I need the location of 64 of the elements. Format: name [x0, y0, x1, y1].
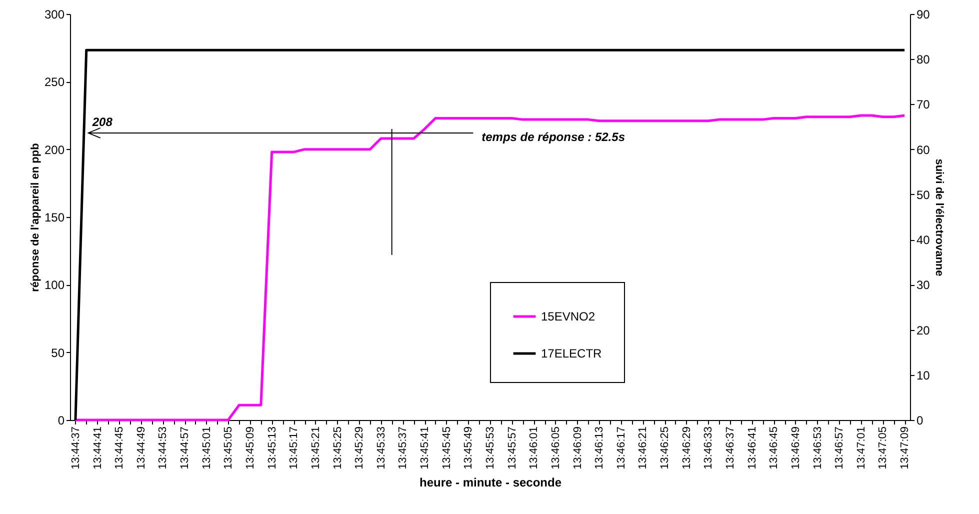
legend-label: 15EVNO2: [541, 309, 596, 324]
y2-tick-label: 20: [916, 323, 930, 338]
x-tick-label: 13:45:57: [506, 426, 518, 470]
y-tick-label: 150: [44, 210, 65, 224]
y-tick-label: 50: [51, 346, 65, 360]
x-tick-label: 13:44:57: [179, 426, 192, 470]
y-tick-label: 250: [44, 75, 65, 90]
x-tick-label: 13:45:17: [288, 426, 300, 470]
x-tick-label: 13:46:41: [746, 426, 758, 470]
x-tick-label: 13:47:05: [877, 426, 890, 470]
line-series: [74, 114, 906, 422]
x-tick-label: 13:46:53: [812, 426, 824, 470]
x-tick-label: 13:45:01: [200, 426, 213, 470]
x-tick-label: 13:45:09: [244, 426, 256, 470]
x-tick-label: 13:45:13: [266, 426, 278, 470]
x-tick-label: 13:46:37: [724, 426, 736, 470]
x-tick-label: 13:45:05: [222, 426, 235, 470]
x-tick-label: 13:46:09: [572, 426, 584, 470]
x-tick-label: 13:46:21: [637, 426, 650, 470]
y-axis-title: réponse de l'appareil en ppb: [29, 142, 42, 292]
x-tick-label: 13:45:45: [440, 426, 453, 470]
x-tick-label: 13:45:49: [462, 426, 475, 470]
y2-tick-label: 10: [916, 368, 930, 382]
x-tick-label: 13:46:49: [790, 426, 802, 470]
x-tick-label: 13:45:53: [484, 426, 496, 470]
x-tick-label: 13:45:33: [375, 426, 388, 470]
x-tick-label: 13:45:25: [332, 426, 344, 470]
x-axis-title: heure - minute - seconde: [419, 475, 562, 490]
y2-tick-label: 30: [916, 278, 930, 292]
x-tick-label: 13:46:17: [615, 426, 628, 470]
annotation: temps de réponse : 52.5s: [482, 130, 626, 144]
x-tick-label: 13:46:05: [550, 426, 562, 470]
x-tick-label: 13:46:25: [659, 426, 672, 470]
x-tick-label: 13:46:01: [528, 426, 540, 470]
x-tick-label: 13:47:01: [855, 426, 868, 470]
y2-tick-label: 80: [916, 52, 930, 67]
x-tick-label: 13:44:53: [157, 426, 170, 470]
legend-label: 17ELECTR: [541, 346, 602, 360]
y2-tick-label: 70: [916, 98, 930, 112]
x-tick-label: 13:44:37: [70, 426, 82, 470]
x-tick-label: 13:46:45: [768, 426, 780, 470]
y-tick-label: 100: [44, 278, 65, 292]
y2-tick-label: 90: [916, 8, 930, 22]
x-tick-label: 13:47:09: [899, 426, 912, 470]
x-tick-label: 13:45:41: [419, 426, 432, 470]
annotation: 208: [91, 114, 113, 129]
y2-tick-label: 0: [916, 414, 924, 428]
y-tick-label: 200: [44, 142, 65, 157]
x-tick-label: 13:46:33: [702, 426, 715, 470]
y-tick-label: 300: [44, 8, 65, 22]
x-tick-label: 13:45:29: [354, 426, 366, 470]
x-tick-label: 13:45:37: [397, 426, 410, 470]
y2-tick-label: 40: [916, 233, 930, 248]
x-tick-label: 13:46:57: [834, 426, 846, 470]
x-tick-label: 13:45:21: [310, 426, 322, 470]
y2-tick-label: 60: [916, 142, 930, 157]
x-tick-label: 13:44:45: [114, 426, 126, 470]
y2-tick-label: 50: [916, 188, 930, 202]
x-tick-label: 13:44:49: [135, 426, 148, 470]
x-tick-label: 13:46:13: [594, 426, 606, 470]
x-tick-label: 13:46:29: [680, 426, 693, 470]
x-tick-label: 13:44:41: [92, 426, 104, 470]
y2-axis-title: suivi de l'électrovanne: [932, 158, 945, 276]
y-tick-label: 0: [58, 414, 65, 428]
